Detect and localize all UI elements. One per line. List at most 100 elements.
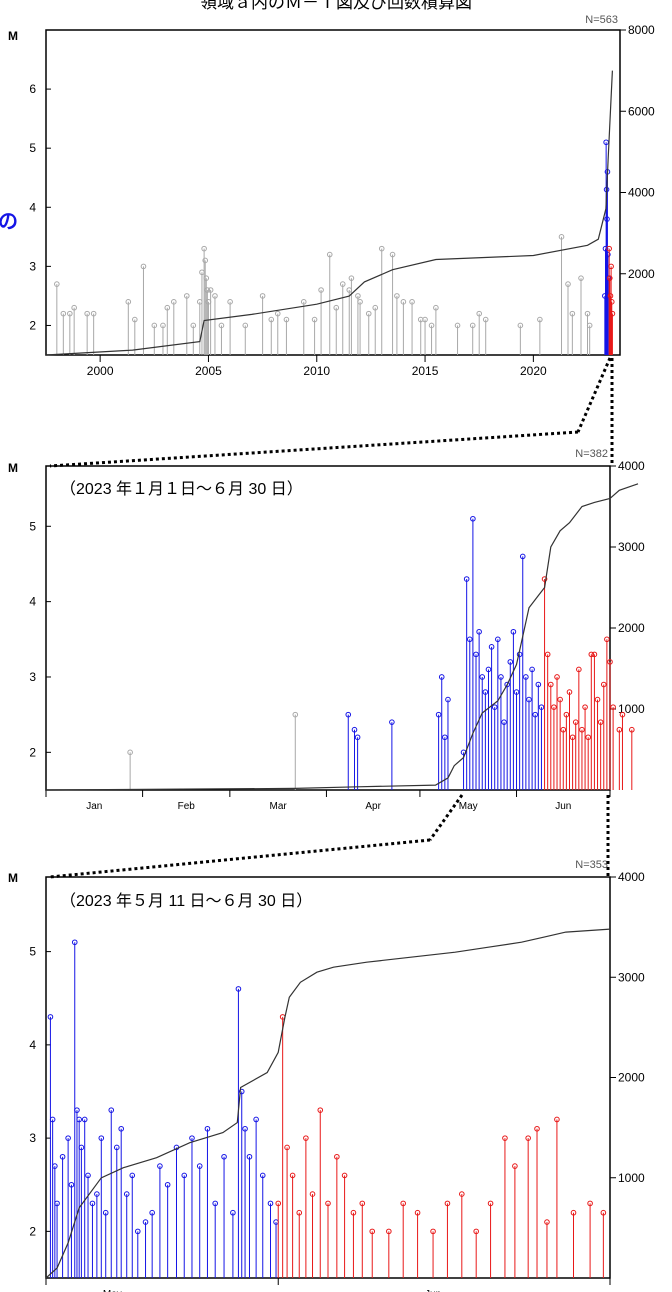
stem-head-gray (218, 322, 225, 329)
y2-tick-label: 2000 (618, 621, 645, 635)
stem-head-blue (71, 939, 78, 946)
stem-head-gray (204, 287, 211, 293)
stem-head-red (609, 310, 616, 317)
stem-head-blue (47, 1014, 54, 1020)
stem-head-red (616, 726, 623, 733)
stem-head-gray (84, 310, 90, 317)
stem-head-gray (54, 281, 60, 287)
stem-head-gray (268, 316, 275, 323)
y-tick-label: 2 (29, 318, 36, 332)
stem-head-red (607, 293, 614, 299)
stem-head-red (607, 275, 613, 281)
x-tick-label: Mar (270, 801, 288, 812)
stem-head-blue (485, 666, 492, 673)
plot-frame (45, 29, 621, 356)
panel-2-n-label: N=382 (575, 448, 608, 460)
x-tick-label: Feb (178, 801, 196, 812)
stem-head-red (473, 1228, 479, 1235)
chart-panel-2: N=382 M （2023 年１月１日～６月 30 日） 2 3 4 5 1000 200… (8, 448, 645, 812)
stem-head-red (557, 696, 563, 703)
panel-1-plot: 2 3 4 5 6 2000 4000 6000 8000 2000 2005 2010 2015 202… (29, 23, 655, 378)
stem-head-blue (491, 704, 498, 710)
stem-head-red (604, 636, 610, 643)
stem-head-red (629, 726, 635, 733)
stem-head-red (566, 689, 573, 695)
stem-head-blue (157, 1163, 163, 1169)
stem-head-blue (445, 696, 451, 703)
stem-head-red (560, 726, 567, 733)
stem-head-blue (78, 1144, 85, 1151)
panel-3-title: （2023 年５月 11 日～６月 30 日） (60, 892, 312, 910)
x-tick-label: Jun (555, 801, 571, 812)
y-tick-label: 4 (29, 595, 36, 609)
stem-head-gray (127, 749, 133, 756)
chart-panel-1: N=563 M 2 3 4 5 6 2000 4000 6000 8000 2000 2005 201… (8, 14, 655, 378)
stem-head-gray (212, 293, 218, 299)
stem-head-blue (52, 1163, 58, 1169)
stem-head-gray (339, 281, 346, 287)
stem-head-blue (76, 1116, 82, 1123)
stem-head-gray (300, 299, 307, 305)
stem-head-blue (74, 1107, 80, 1113)
stem-head-red (576, 666, 582, 673)
stem-head-red (591, 651, 598, 658)
stem-head-blue (196, 1163, 203, 1169)
stem-head-gray (372, 304, 379, 311)
stem-head-blue (435, 711, 442, 718)
stem-head-blue (519, 553, 526, 560)
stem-head-gray (537, 316, 543, 323)
stem-head-red (582, 704, 588, 710)
stem-head-red (610, 704, 616, 710)
stem-head-red (563, 711, 570, 718)
y-tick-label: 3 (29, 670, 36, 684)
stem-head-blue (235, 986, 242, 992)
stem-head-blue (495, 636, 501, 643)
y-tick-label: 2 (29, 745, 36, 759)
stem-head-red (608, 299, 615, 305)
stem-head-blue (532, 711, 539, 718)
stem-head-blue (253, 1116, 259, 1123)
stem-head-gray (274, 310, 281, 317)
stem-head-red (459, 1191, 465, 1197)
stem-head-red (309, 1191, 316, 1197)
stem-head-red (334, 1153, 340, 1160)
stem-head-blue (463, 576, 470, 582)
stem-head-blue (473, 651, 479, 658)
stem-head-blue (113, 1144, 120, 1151)
stem-head-red (325, 1200, 331, 1207)
stem-head-red (547, 681, 554, 688)
side-glyph: の (0, 211, 18, 233)
stem-head-red (502, 1135, 508, 1141)
stem-head-red (341, 1172, 348, 1179)
figure-title: 領域ａ内のＭ－Ｔ図及び回数積算図 (200, 0, 472, 12)
stem-head-blue (98, 1135, 105, 1141)
stem-head-gray (558, 234, 565, 240)
zoom-connector-line (49, 430, 579, 468)
stem-head-gray (333, 304, 340, 311)
stem-head-gray (565, 281, 571, 287)
stem-head-blue (488, 644, 495, 650)
cumulative-line (45, 483, 639, 791)
cumulative-line (45, 70, 613, 356)
stem-head-blue (345, 711, 352, 718)
stem-head-gray (569, 310, 576, 317)
stem-head-red (369, 1228, 376, 1235)
stem-head-gray (203, 275, 210, 281)
stem-head-blue (529, 666, 535, 673)
stem-head-red (400, 1200, 407, 1207)
stem-head-gray (160, 322, 166, 329)
stem-head-gray (355, 293, 361, 299)
stem-head-blue (129, 1172, 136, 1179)
stem-head-red (551, 704, 557, 710)
stem-head-gray (422, 316, 428, 323)
stem-head-blue (479, 674, 486, 680)
stem-head-gray (201, 245, 207, 252)
zoom-connector-line (576, 357, 612, 433)
stem-head-blue (81, 1116, 88, 1123)
stem-head-blue (535, 681, 542, 688)
stem-head-gray (482, 316, 489, 323)
stem-head-gray (151, 322, 158, 329)
stem-head-gray (584, 310, 591, 317)
stem-head-red (544, 1219, 550, 1225)
stem-head-gray (365, 310, 372, 317)
